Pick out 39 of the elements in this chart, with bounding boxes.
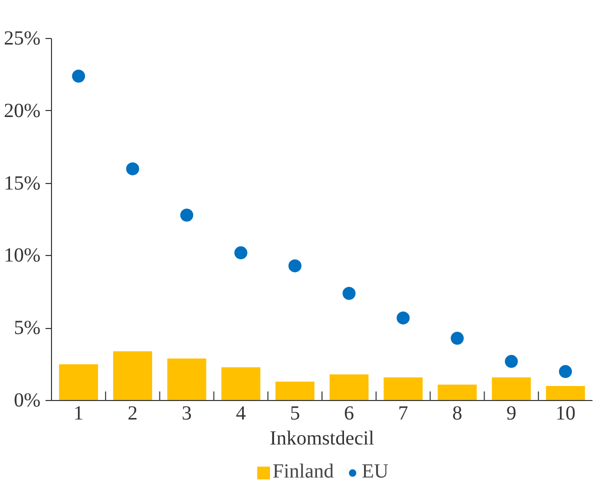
y-tick-label: 0% (14, 390, 41, 412)
bar (275, 382, 314, 400)
point (126, 162, 140, 176)
bar (438, 384, 477, 400)
point (234, 246, 248, 260)
x-tick-label: 1 (74, 402, 84, 424)
bar (113, 351, 152, 400)
point (180, 208, 194, 222)
bar (167, 358, 206, 400)
point (72, 70, 86, 83)
point (396, 311, 410, 324)
y-tick-label: 10% (4, 244, 41, 267)
point (288, 259, 302, 272)
bar (492, 377, 531, 400)
bar (330, 374, 369, 400)
bar (384, 377, 423, 400)
point (342, 286, 356, 300)
y-tick-label: 20% (4, 100, 41, 122)
bar (59, 364, 98, 400)
x-tick-label: 3 (182, 402, 192, 424)
point (558, 365, 572, 378)
y-tick-label: 5% (14, 317, 41, 340)
x-tick-label: 5 (290, 402, 300, 424)
bar (221, 367, 260, 400)
bar (546, 386, 585, 400)
x-tick-label: 7 (398, 402, 408, 424)
x-tick-label: 8 (452, 402, 462, 424)
y-tick-label: 15% (4, 172, 41, 194)
point (504, 354, 518, 368)
x-axis-title: Inkomstdecil (270, 428, 375, 450)
x-tick-label: 10 (555, 402, 576, 424)
x-tick-label: 6 (344, 402, 354, 424)
x-tick-label: 4 (236, 402, 246, 424)
point (450, 332, 464, 345)
y-tick-label: 25% (4, 28, 41, 50)
legend-label: Finland (272, 460, 334, 484)
legend-label: EU (362, 460, 388, 484)
x-tick-label: 2 (128, 402, 138, 424)
x-tick-label: 9 (506, 402, 516, 424)
